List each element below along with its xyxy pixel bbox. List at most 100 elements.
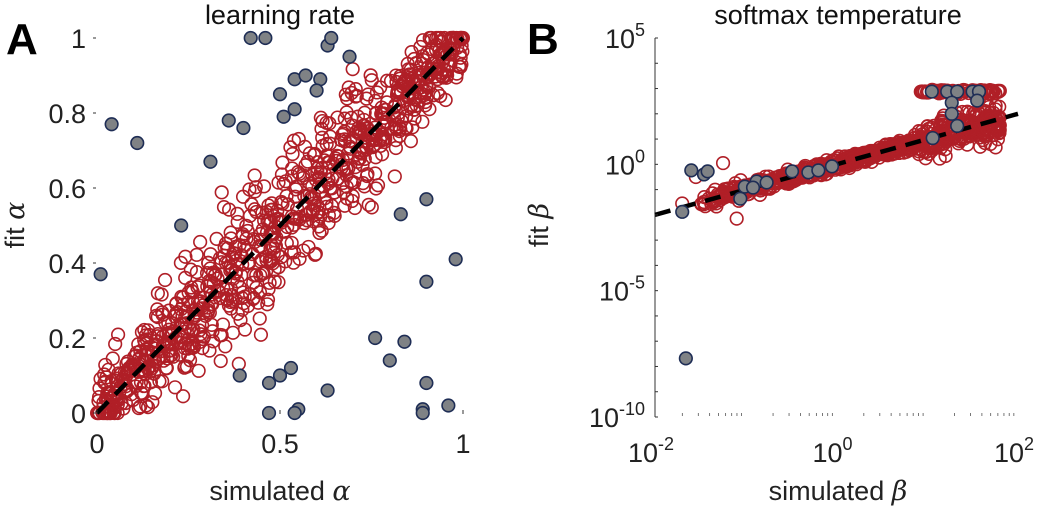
- y-label-text: fit: [524, 226, 554, 248]
- red-point: [137, 333, 152, 348]
- red-point: [233, 312, 248, 328]
- red-point: [347, 175, 362, 190]
- gray-point: [441, 398, 456, 413]
- gray-point: [824, 159, 840, 174]
- panel-a-title: learning rate: [205, 0, 355, 30]
- red-point: [249, 204, 264, 220]
- red-point: [438, 92, 453, 108]
- red-point: [107, 405, 122, 421]
- red-point: [960, 104, 975, 119]
- red-point: [388, 68, 404, 83]
- gray-point: [784, 164, 800, 179]
- red-point: [337, 134, 352, 149]
- panel-a-red-points: [90, 30, 471, 421]
- gray-point: [950, 84, 965, 99]
- gray-point: [759, 175, 774, 190]
- red-point: [359, 168, 375, 184]
- red-point: [150, 286, 165, 301]
- red-point: [134, 385, 149, 401]
- red-point: [361, 87, 376, 102]
- red-point: [715, 155, 731, 171]
- panel-a-y-axis-label: fit α: [0, 202, 31, 249]
- red-point: [388, 133, 403, 148]
- red-point: [327, 185, 342, 200]
- gray-point: [261, 375, 277, 391]
- y-tick-label: 0: [71, 399, 86, 429]
- red-point: [392, 124, 407, 139]
- red-point: [283, 140, 298, 155]
- red-point: [275, 155, 290, 170]
- red-point: [280, 197, 295, 212]
- red-point: [238, 242, 253, 258]
- red-point: [178, 249, 193, 264]
- svg-text:simulated α: simulated α: [209, 476, 350, 507]
- x-tick-label: 102: [994, 434, 1034, 468]
- panel-letter-b: B: [527, 15, 559, 64]
- gray-point: [393, 207, 408, 222]
- panel-a: A learning rate 00.20.40.60.81 0 0.5 1 sim…: [0, 0, 471, 507]
- red-point: [301, 239, 316, 255]
- svg-text:fit α: fit α: [0, 202, 31, 249]
- panel-b-y-axis-label: fit β: [524, 203, 555, 247]
- gray-point: [236, 120, 251, 136]
- panel-b: B softmax temperature 10-10 10-5 100 105 10…: [524, 0, 1034, 507]
- red-point: [422, 102, 437, 117]
- gray-point: [287, 102, 302, 117]
- red-point: [416, 83, 431, 98]
- red-point: [363, 68, 378, 83]
- red-point: [717, 182, 732, 197]
- gray-point: [130, 135, 145, 151]
- red-point: [231, 356, 246, 371]
- panel-a-x-ticks: 0 0.5 1: [89, 410, 471, 459]
- x-label-text: simulated: [769, 476, 885, 506]
- red-point: [93, 371, 108, 386]
- red-point: [174, 289, 189, 304]
- red-point: [374, 147, 390, 162]
- gray-point: [382, 353, 397, 368]
- gray-point: [287, 405, 302, 421]
- red-point: [330, 171, 345, 187]
- y-tick-label: 0.6: [48, 174, 86, 204]
- y-label-symbol: α: [0, 202, 31, 220]
- red-point: [345, 62, 360, 77]
- y-tick-label: 0.4: [48, 249, 86, 279]
- gray-point: [298, 68, 313, 83]
- gray-point: [243, 30, 258, 46]
- red-point: [139, 398, 154, 413]
- red-point: [230, 214, 245, 230]
- x-label-symbol: β: [891, 476, 908, 507]
- red-point: [306, 148, 322, 163]
- red-point: [404, 97, 419, 112]
- red-point: [249, 280, 264, 295]
- red-point: [253, 327, 269, 342]
- gray-point: [276, 109, 291, 124]
- x-label-text: simulated: [209, 476, 325, 506]
- red-point: [175, 389, 191, 404]
- gray-point: [678, 351, 693, 366]
- red-point: [195, 341, 210, 356]
- red-point: [454, 57, 469, 72]
- y-tick-label: 0.8: [48, 99, 86, 129]
- red-point: [356, 112, 371, 128]
- red-point: [389, 121, 404, 137]
- red-point: [848, 155, 863, 170]
- gray-point: [320, 383, 335, 398]
- red-point: [180, 341, 195, 356]
- red-point: [164, 347, 179, 363]
- red-point: [370, 178, 386, 193]
- y-label-symbol: β: [524, 203, 555, 220]
- red-point: [305, 214, 321, 229]
- red-point: [337, 124, 352, 139]
- panel-b-title: softmax temperature: [714, 0, 962, 30]
- red-point: [396, 93, 411, 108]
- svg-text:fit β: fit β: [524, 203, 555, 247]
- red-point: [292, 209, 307, 225]
- red-point: [341, 80, 356, 95]
- gray-point: [203, 154, 218, 169]
- red-point: [253, 268, 268, 283]
- red-point: [918, 151, 933, 166]
- gray-point: [944, 106, 959, 121]
- red-point: [335, 175, 350, 191]
- red-point: [422, 30, 437, 46]
- red-point: [162, 349, 178, 364]
